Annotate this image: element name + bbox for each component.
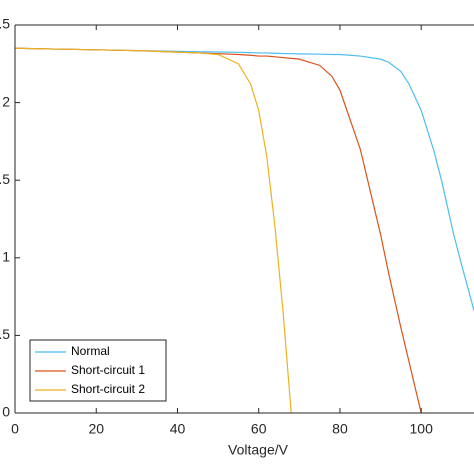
x-tick-label: 20 [88, 421, 104, 437]
x-tick-label: 60 [251, 421, 267, 437]
x-tick-label: 40 [170, 421, 186, 437]
y-tick-label: 1 [2, 249, 10, 265]
x-axis-label: Voltage/V [228, 442, 289, 458]
y-tick-label: 0 [2, 404, 10, 420]
y-tick-label: 2.5 [0, 16, 10, 32]
y-tick-label: 0.5 [0, 326, 10, 342]
x-tick-label: 100 [410, 421, 434, 437]
legend: Normal Short-circuit 1 Short-circuit 2 [29, 339, 167, 402]
series-line [14, 47, 474, 311]
x-tick-label: 0 [11, 421, 19, 437]
y-tick-label: 2 [2, 93, 10, 109]
legend-label: Short-circuit 2 [71, 382, 145, 396]
x-tick-label: 80 [332, 421, 348, 437]
legend-label: Short-circuit 1 [71, 363, 145, 377]
legend-label: Normal [71, 344, 110, 358]
y-tick-label: 1.5 [0, 171, 10, 187]
series-line [14, 47, 292, 414]
